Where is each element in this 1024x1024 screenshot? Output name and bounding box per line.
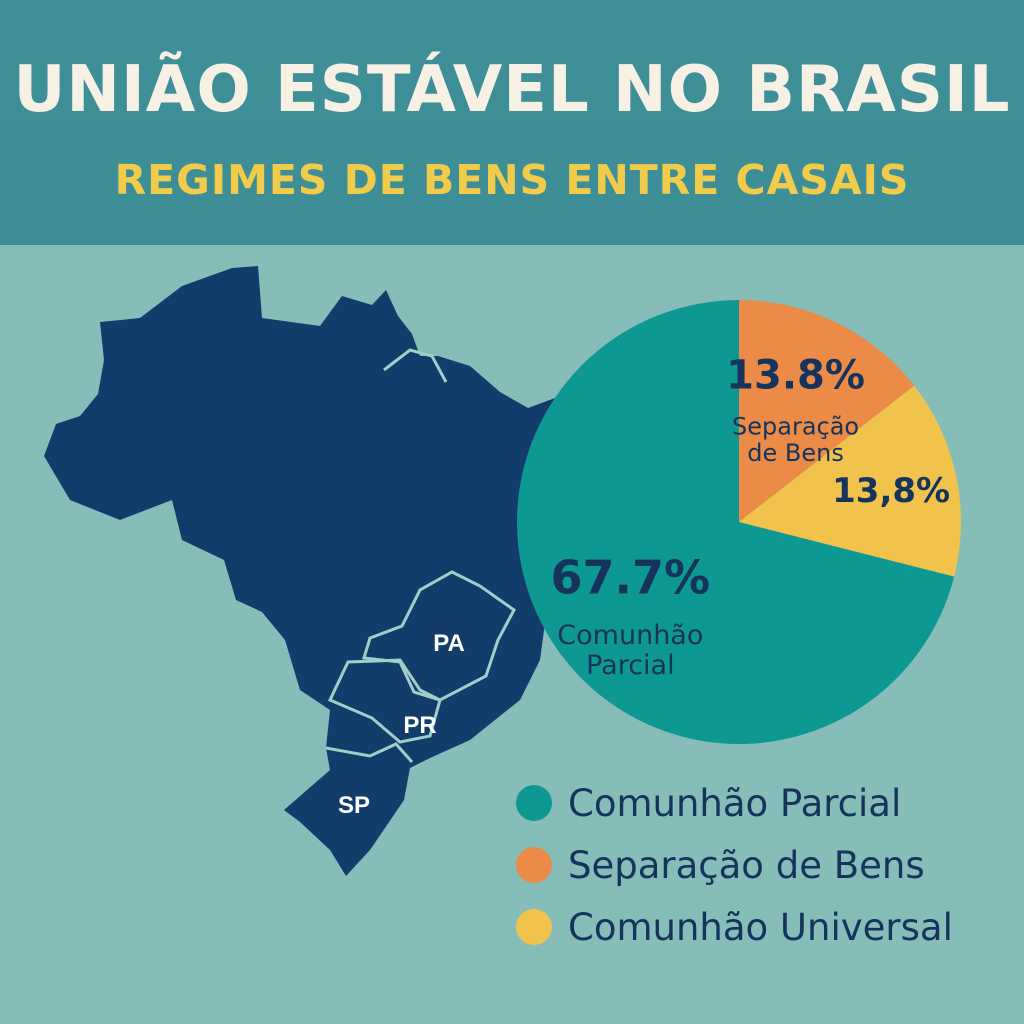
pie-name-separacao-de-bens-2: de Bens [747, 439, 844, 467]
region-label-sp: SP [338, 792, 370, 819]
page-title: UNIÃO ESTÁVEL NO BRASIL [13, 53, 1011, 127]
pie-percent-comunhao-parcial: 67.7% [551, 550, 711, 604]
region-label-pr: PR [403, 712, 436, 739]
legend-item-comunhao-universal: Comunhão Universal [516, 896, 1016, 958]
north-river-line [383, 348, 448, 383]
chart-legend: Comunhão Parcial Separação de Bens Comun… [516, 772, 1016, 958]
region-label-pa: PA [433, 630, 465, 657]
header-banner: UNIÃO ESTÁVEL NO BRASIL REGIMES DE BENS … [0, 0, 1024, 245]
pie-name-comunhao-parcial-2: Parcial [586, 650, 675, 681]
pie-slice-separacao-de-bens [739, 300, 915, 522]
legend-item-comunhao-parcial: Comunhão Parcial [516, 772, 1016, 834]
legend-label-separacao-de-bens: Separação de Bens [568, 843, 925, 887]
pie-name-comunhao-parcial-1: Comunhão [557, 620, 703, 651]
pie-percent-separacao-de-bens: 13.8% [726, 352, 865, 398]
legend-swatch-comunhao-parcial [516, 785, 552, 821]
pie-percent-comunhao-universal: 13,8% [832, 471, 950, 511]
state-border-pr [327, 658, 442, 744]
pie-slice-comunhao-parcial [516, 300, 955, 744]
pie-name-separacao-de-bens-1: Separação [732, 413, 859, 441]
brazil-map: PA PR SP [44, 266, 570, 876]
legend-label-comunhao-universal: Comunhão Universal [568, 905, 953, 949]
legend-label-comunhao-parcial: Comunhão Parcial [568, 781, 902, 825]
brazil-shape [44, 266, 570, 876]
pie-slice-comunhao-universal [739, 385, 961, 577]
state-border-sp [325, 742, 414, 763]
legend-item-separacao-de-bens: Separação de Bens [516, 834, 1016, 896]
legend-swatch-separacao-de-bens [516, 847, 552, 883]
page-subtitle: REGIMES DE BENS ENTRE CASAIS [114, 156, 910, 204]
legend-swatch-comunhao-universal [516, 909, 552, 945]
